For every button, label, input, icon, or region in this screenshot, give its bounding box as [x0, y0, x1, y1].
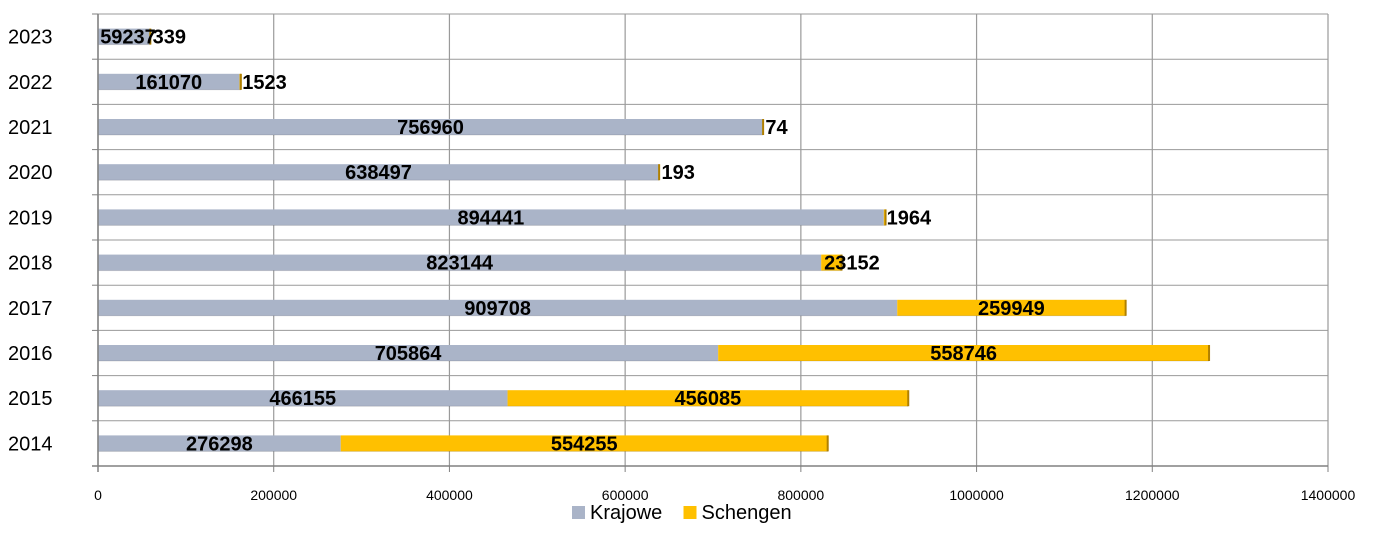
bar-krajowe-2018	[98, 254, 822, 271]
data-label-krajowe-2022: 161070	[135, 72, 202, 94]
data-label-schengen-2017: 259949	[978, 298, 1045, 320]
bar-edge	[826, 435, 829, 452]
y-tick-label-2022: 2022	[8, 72, 53, 94]
bar-schengen-2016	[718, 345, 1210, 361]
data-label-krajowe-2017: 909708	[464, 298, 531, 320]
x-tick-label: 600000	[602, 487, 649, 503]
bars	[98, 28, 1211, 452]
data-label-schengen-2014: 554255	[551, 433, 618, 455]
bar-edge	[1208, 345, 1211, 361]
legend-swatch-krajowe	[572, 506, 585, 519]
legend-label-krajowe: Krajowe	[590, 502, 662, 524]
data-label-schengen-2018: 23152	[824, 253, 880, 275]
bar-edge	[658, 164, 661, 181]
bar-schengen-2015	[507, 390, 909, 407]
data-label-krajowe-2015: 466155	[269, 388, 336, 410]
bar-krajowe-2015	[98, 390, 508, 407]
data-label-schengen-2022: 1523	[242, 72, 287, 94]
data-label-schengen-2019: 1964	[887, 207, 932, 229]
legend-label-schengen: Schengen	[702, 502, 792, 524]
y-tick-label-2021: 2021	[8, 117, 53, 139]
x-tick-label: 1200000	[1125, 487, 1180, 503]
legend: Krajowe Schengen	[572, 502, 792, 524]
bar-edge	[149, 28, 152, 45]
data-label-krajowe-2018: 823144	[426, 253, 494, 275]
data-labels: 276298 554255 466155 456085 705864 558746 9097…	[100, 27, 1045, 456]
x-tick-label: 0	[94, 487, 102, 503]
bar-edge	[884, 209, 887, 226]
bar-edge	[907, 390, 910, 407]
data-label-schengen-2023: 339	[153, 27, 186, 49]
bar-edge	[239, 73, 242, 90]
y-tick-label-2018: 2018	[8, 253, 53, 275]
data-label-krajowe-2014: 276298	[186, 433, 253, 455]
x-tick-label: 1400000	[1301, 487, 1356, 503]
bar-krajowe-2016	[98, 345, 719, 361]
data-label-schengen-2016: 558746	[930, 343, 997, 365]
x-tick-label: 200000	[250, 487, 297, 503]
x-tick-label: 400000	[426, 487, 473, 503]
bar-krajowe-2020	[98, 164, 659, 181]
data-label-krajowe-2023: 59237	[100, 27, 156, 49]
axes: 0 200000 400000 600000 800000 1000000 1200000 1…	[8, 13, 1356, 503]
x-tick-label: 800000	[777, 487, 824, 503]
bar-edge	[1124, 299, 1127, 316]
y-tick-label-2017: 2017	[8, 298, 53, 320]
y-tick-label-2023: 2023	[8, 27, 53, 49]
data-label-krajowe-2019: 894441	[458, 207, 525, 229]
data-label-krajowe-2020: 638497	[345, 162, 412, 184]
bar-krajowe-2023	[98, 28, 151, 45]
bar-schengen-2017	[897, 299, 1126, 316]
bar-krajowe-2017	[98, 299, 898, 316]
data-label-krajowe-2021: 756960	[397, 117, 464, 139]
legend-swatch-schengen	[683, 506, 697, 519]
bar-krajowe-2014	[98, 435, 341, 452]
data-label-schengen-2015: 456085	[675, 388, 742, 410]
bar-krajowe-2022	[98, 73, 240, 90]
bar-krajowe-2021	[98, 119, 764, 135]
y-tick-label-2020: 2020	[8, 162, 53, 184]
x-tick-label: 1000000	[949, 487, 1004, 503]
bar-krajowe-2019	[98, 209, 884, 226]
data-label-schengen-2021: 74	[765, 117, 788, 139]
bar-edge	[762, 119, 765, 135]
data-label-krajowe-2016: 705864	[375, 343, 443, 365]
y-tick-label-2015: 2015	[8, 388, 53, 410]
bar-schengen-2014	[340, 435, 828, 452]
y-tick-label-2019: 2019	[8, 207, 53, 229]
bar-schengen-2018	[821, 254, 842, 271]
y-tick-label-2016: 2016	[8, 343, 53, 365]
y-tick-label-2014: 2014	[8, 433, 53, 455]
data-label-schengen-2020: 193	[662, 162, 695, 184]
bar-edge	[840, 254, 843, 271]
